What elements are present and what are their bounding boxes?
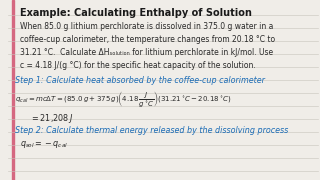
Text: $= 21{,}208\;J$: $= 21{,}208\;J$	[30, 112, 74, 125]
Text: $q_{cal} = mc\Delta T = (85.0\,g + 375\,g)\left(4.18\,\dfrac{J}{g\,^{\circ}C}\ri: $q_{cal} = mc\Delta T = (85.0\,g + 375\,…	[15, 89, 232, 109]
Text: $q_{sol} = -q_{cal}$: $q_{sol} = -q_{cal}$	[20, 139, 68, 150]
Text: 31.21 °C.  Calculate ΔHₛₒₗᵤₜᵢₒₙ for lithium perchlorate in kJ/mol. Use: 31.21 °C. Calculate ΔHₛₒₗᵤₜᵢₒₙ for lithi…	[20, 48, 273, 57]
Text: coffee-cup calorimeter, the temperature changes from 20.18 °C to: coffee-cup calorimeter, the temperature …	[20, 35, 275, 44]
Text: Step 1: Calculate heat absorbed by the coffee-cup calorimeter: Step 1: Calculate heat absorbed by the c…	[15, 76, 265, 85]
Bar	[12, 0, 13, 180]
Text: Example: Calculating Enthalpy of Solution: Example: Calculating Enthalpy of Solutio…	[20, 8, 252, 18]
Text: c = 4.18 J/(g °C) for the specific heat capacity of the solution.: c = 4.18 J/(g °C) for the specific heat …	[20, 61, 256, 70]
Text: When 85.0 g lithium perchlorate is dissolved in 375.0 g water in a: When 85.0 g lithium perchlorate is disso…	[20, 22, 273, 31]
Text: Step 2: Calculate thermal energy released by the dissolving process: Step 2: Calculate thermal energy release…	[15, 126, 288, 135]
